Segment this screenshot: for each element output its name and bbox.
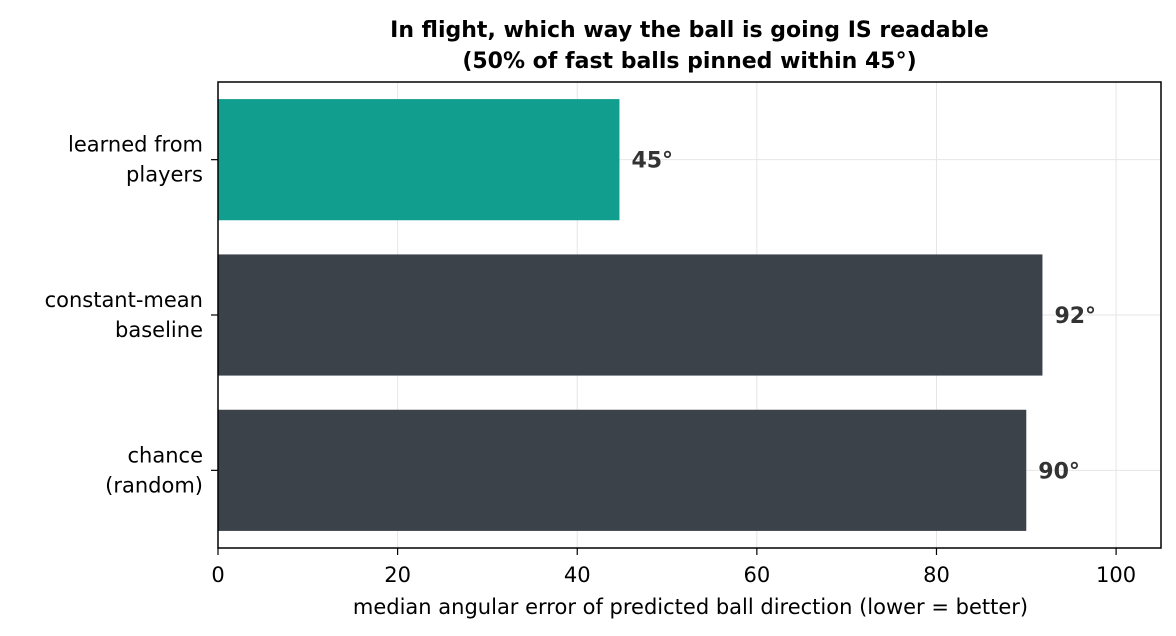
data-label: 90° bbox=[1038, 459, 1080, 484]
bar bbox=[218, 409, 1027, 531]
category-label: (random) bbox=[105, 473, 203, 497]
x-axis-ticks: 0 20 40 60 80 100 bbox=[211, 548, 1136, 587]
x-tick-label: 20 bbox=[384, 563, 411, 587]
category-label: learned from bbox=[68, 133, 203, 157]
category-label: players bbox=[126, 163, 203, 187]
bar bbox=[218, 99, 620, 221]
x-tick-label: 60 bbox=[743, 563, 770, 587]
chart-title-line-1: In flight, which way the ball is going I… bbox=[390, 18, 989, 43]
category-label: baseline bbox=[115, 318, 203, 342]
y-axis-categories: learned from players constant-mean baseline… bbox=[45, 133, 218, 497]
data-label: 45° bbox=[631, 149, 673, 174]
bar bbox=[218, 254, 1043, 376]
x-tick-label: 80 bbox=[923, 563, 950, 587]
x-axis-label: median angular error of predicted ball d… bbox=[353, 595, 1028, 619]
data-label: 92° bbox=[1054, 304, 1096, 329]
category-label: constant-mean bbox=[45, 288, 203, 312]
x-tick-label: 100 bbox=[1096, 563, 1136, 587]
bars bbox=[218, 99, 1043, 531]
chart-title-line-2: (50% of fast balls pinned within 45°) bbox=[462, 49, 916, 74]
category-label: chance bbox=[128, 443, 204, 467]
x-tick-label: 40 bbox=[564, 563, 591, 587]
x-tick-label: 0 bbox=[211, 563, 224, 587]
data-labels: 45° 92° 90° bbox=[631, 149, 1096, 485]
